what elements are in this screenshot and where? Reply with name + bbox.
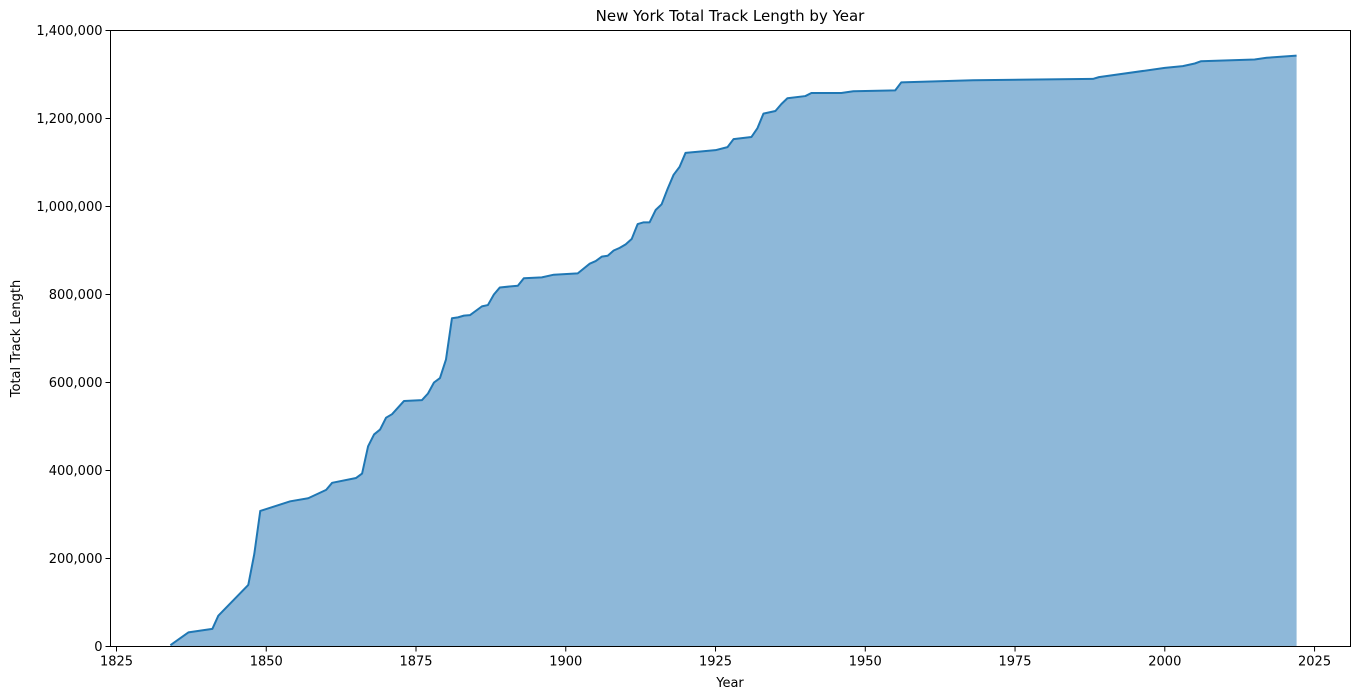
x-axis: 1825 1850 1875 1900 1925 1950 1975 2000 2025 [100,646,1331,670]
y-tick-label: 1,200,000 [36,112,102,127]
y-tick-label: 1,000,000 [36,200,102,215]
x-tick-label: 1900 [549,655,582,670]
x-axis-title: Year [715,676,744,691]
x-tick-label: 1875 [399,655,432,670]
y-tick-label: 0 [94,640,102,655]
x-tick-label: 2025 [1298,655,1331,670]
plot-frame [110,30,1351,647]
x-tick-label: 1825 [100,655,133,670]
x-tick-label: 2000 [1148,655,1181,670]
y-tick-label: 400,000 [49,464,103,479]
series-area-fill [170,55,1297,647]
y-tick-label: 800,000 [49,288,103,303]
chart-title: New York Total Track Length by Year [596,7,866,25]
x-tick-label: 1925 [699,655,732,670]
y-axis-title: Total Track Length [9,280,24,398]
x-tick-label: 1850 [250,655,283,670]
y-tick-label: 600,000 [49,376,103,391]
x-tick-label: 1975 [998,655,1031,670]
plot-area [169,54,1297,647]
y-tick-label: 200,000 [49,552,103,567]
x-tick-label: 1950 [849,655,882,670]
series-line [169,54,1297,646]
y-tick-label: 1,400,000 [36,24,102,39]
y-axis: 0 200,000 400,000 600,000 800,000 1,000,000 1,… [36,24,111,655]
